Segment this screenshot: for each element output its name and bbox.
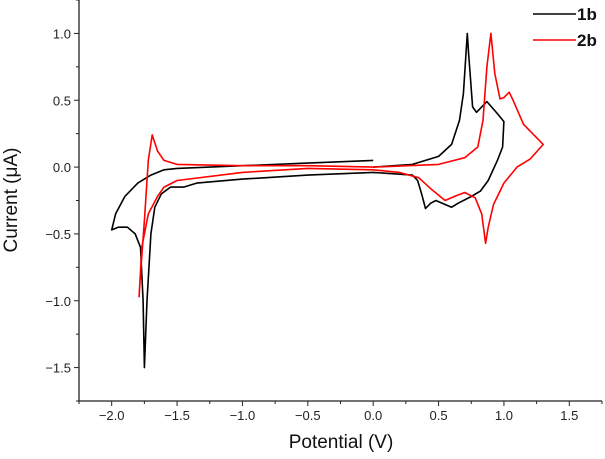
- y-axis-label: Current (μA): [1, 148, 22, 253]
- x-tick-label: 0.5: [430, 408, 448, 423]
- x-tick-label: −1.5: [164, 408, 190, 423]
- x-tick-label: 1.0: [495, 408, 513, 423]
- series-line-1b: [110, 32, 505, 369]
- y-tick-label: 1.0: [53, 26, 71, 41]
- x-axis-label: Potential (V): [289, 432, 394, 453]
- x-tick-label: −0.5: [295, 408, 321, 423]
- y-tick-label: 0.0: [53, 160, 71, 175]
- legend-label-2b: 2b: [577, 31, 597, 50]
- x-tick-label: 1.5: [560, 408, 578, 423]
- y-tick-label: 0.5: [53, 93, 71, 108]
- y-tick-label: −0.5: [45, 227, 71, 242]
- legend-label-1b: 1b: [577, 5, 597, 24]
- series-line-2b: [138, 32, 544, 298]
- x-tick-label: 0.0: [364, 408, 382, 423]
- x-tick-label: −2.0: [99, 408, 125, 423]
- y-tick-label: −1.5: [45, 361, 71, 376]
- x-tick-label: −1.0: [230, 408, 256, 423]
- y-tick-label: −1.0: [45, 294, 71, 309]
- legend: 1b 2b: [533, 5, 597, 50]
- axes: −2.0 −1.5 −1.0 −0.5 0.0 0.5 1.0 1.5 −1.5 −1.0 −0.5…: [45, 0, 603, 423]
- series-group: [110, 32, 544, 369]
